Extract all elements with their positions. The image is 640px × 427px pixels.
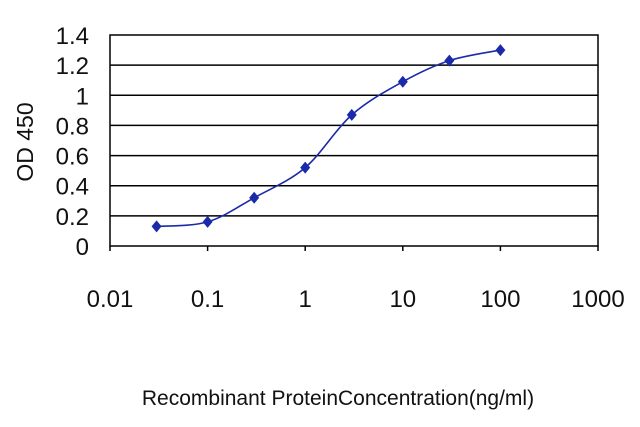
x-tick-labels: 0.01 0.1 1 10 100 1000: [87, 246, 625, 313]
y-tick-label: 1.2: [56, 53, 89, 80]
data-point-marker: [202, 215, 213, 228]
x-tick-label: 100: [480, 286, 520, 313]
series-line: [156, 49, 501, 228]
data-point-marker: [300, 161, 311, 174]
y-tick-label: 0.2: [56, 204, 89, 231]
y-tick-label: 1: [76, 83, 89, 110]
x-tick-label: 10: [389, 286, 416, 313]
x-tick-label: 1000: [571, 286, 624, 313]
x-tick-label: 0.1: [191, 286, 224, 313]
plot-area: [109, 34, 599, 247]
x-axis-title: Recombinant ProteinConcentration(ng/ml): [142, 387, 534, 410]
y-tick-label: 0.4: [56, 174, 89, 201]
y-tick-label: 0.6: [56, 144, 89, 171]
data-point-marker: [249, 191, 260, 204]
data-point-marker: [495, 44, 506, 57]
y-tick-labels: 0 0.2 0.4 0.6 0.8 1 1.2 1.4: [56, 23, 89, 261]
x-tick-label: 1: [299, 286, 312, 313]
data-point-marker: [151, 220, 162, 233]
series-layer: [151, 44, 506, 233]
data-point-marker: [346, 108, 357, 121]
y-tick-label: 1.4: [56, 23, 89, 50]
y-tick-label: 0: [76, 234, 89, 261]
x-tick-label: 0.01: [87, 286, 134, 313]
data-point-marker: [444, 54, 455, 67]
horizontal-gridlines: [110, 64, 598, 217]
y-axis-title: OD 450: [12, 102, 38, 181]
data-point-marker: [397, 75, 408, 88]
y-tick-label: 0.8: [56, 113, 89, 140]
